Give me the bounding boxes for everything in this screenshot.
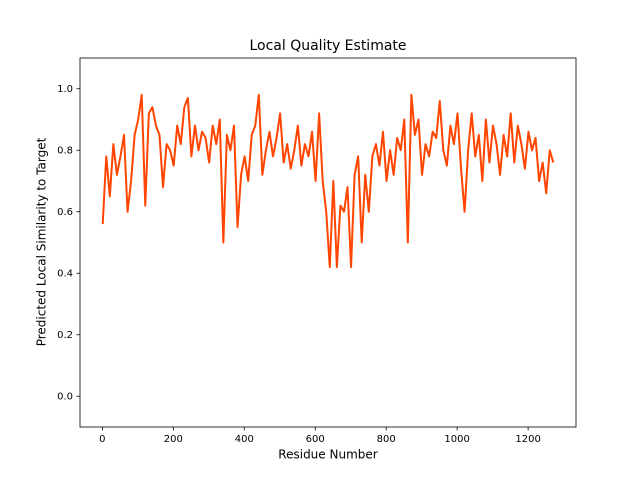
x-tick-label: 800 — [377, 434, 396, 445]
y-tick-label: 0.2 — [57, 330, 73, 341]
y-tick-label: 0.4 — [57, 268, 73, 279]
x-tick-label: 1000 — [444, 434, 469, 445]
data-line — [101, 93, 555, 269]
y-tick-label: 0.6 — [57, 207, 73, 218]
y-tick-label: 1.0 — [57, 84, 73, 95]
plot-frame — [79, 57, 577, 428]
chart-title: Local Quality Estimate — [249, 38, 406, 54]
x-axis-label: Residue Number — [278, 448, 377, 462]
y-tick-label: 0.0 — [57, 391, 73, 402]
y-axis-label: Predicted Local Similarity to Target — [35, 137, 49, 346]
x-tick-label: 1200 — [515, 434, 540, 445]
y-tick-label: 0.8 — [57, 145, 73, 156]
x-tick-label: 600 — [306, 434, 325, 445]
x-tick-label: 0 — [99, 434, 105, 445]
x-tick-label: 200 — [164, 434, 183, 445]
x-tick-label: 400 — [235, 434, 254, 445]
